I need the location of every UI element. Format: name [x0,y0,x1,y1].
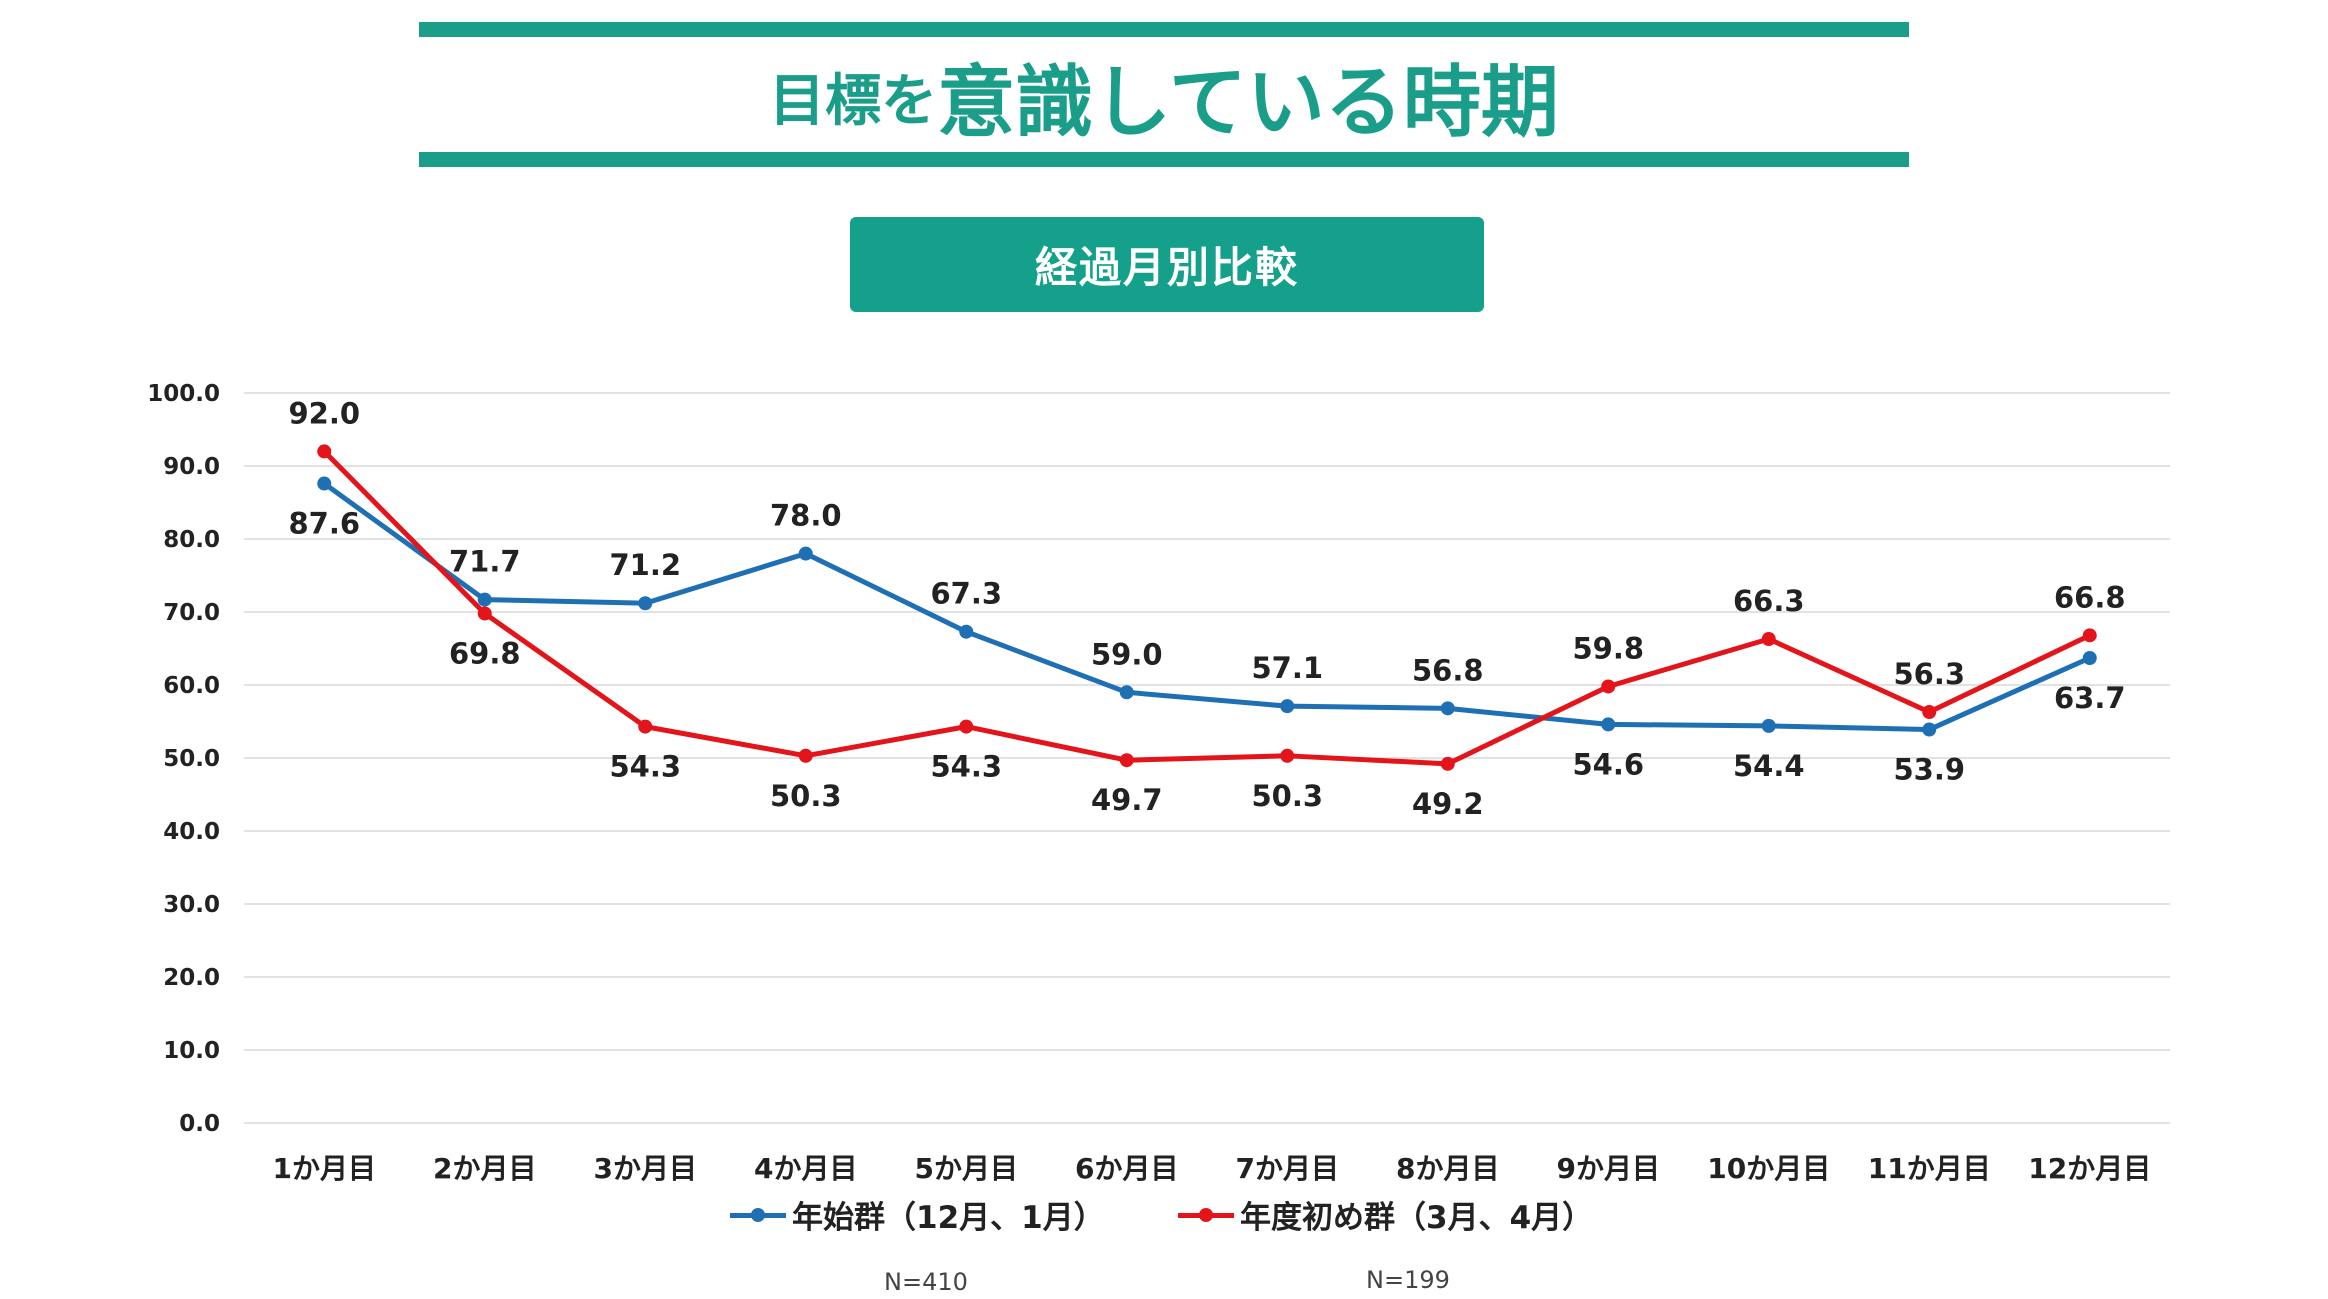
data-label: 49.2 [1412,787,1484,821]
subtitle-text: 経過月別比較 [1034,243,1299,292]
x-tick-label: 1か月目 [273,1152,376,1185]
data-label: 87.6 [288,507,360,541]
data-point [2082,650,2097,665]
data-point [1280,748,1295,763]
data-point [317,444,332,459]
y-tick-label: 50.0 [163,746,220,772]
data-label: 67.3 [930,577,1002,611]
legend-label-series1: 年始群（12月、1月） [792,1200,1105,1236]
data-point [959,624,974,639]
page-title-part1: 目標を [769,68,938,134]
y-tick-label: 60.0 [163,673,220,699]
data-label: 71.7 [449,545,521,579]
title-top-rule [419,22,1909,37]
data-point [477,606,492,621]
legend-label-series2: 年度初め群（3月、4月） [1240,1200,1594,1236]
y-tick-label: 30.0 [163,892,220,918]
legend-swatch-series2 [1178,1195,1234,1235]
x-tick-label: 11か月目 [1868,1152,1991,1185]
data-point [1601,679,1616,694]
data-point [1761,632,1776,647]
x-tick-label: 2か月目 [433,1152,536,1185]
data-label: 54.3 [609,750,681,784]
y-tick-label: 100.0 [147,381,220,407]
data-point [638,719,653,734]
x-tick-label: 6か月目 [1075,1152,1178,1185]
sample-size-series2: N=199 [1366,1266,1450,1294]
page-title: 目標を 意識している時期 [419,40,1909,152]
x-tick-label: 9か月目 [1557,1152,1660,1185]
y-tick-label: 20.0 [163,965,220,991]
y-tick-label: 0.0 [179,1111,220,1137]
data-label: 56.3 [1893,657,1965,691]
data-point [1761,718,1776,733]
data-label: 54.3 [930,750,1002,784]
data-label: 78.0 [770,499,842,533]
data-point [1440,701,1455,716]
data-label: 59.0 [1091,637,1163,671]
data-point [1440,756,1455,771]
data-label: 54.6 [1572,747,1644,781]
y-tick-label: 90.0 [163,454,220,480]
data-label: 54.4 [1733,749,1805,783]
data-point [1119,685,1134,700]
data-label: 49.7 [1091,783,1163,817]
x-tick-label: 10か月目 [1707,1152,1830,1185]
series-line-2 [322,449,2091,767]
data-point [1601,717,1616,732]
data-label: 50.3 [1251,779,1323,813]
y-tick-label: 10.0 [163,1038,220,1064]
data-label: 92.0 [288,396,360,430]
data-label: 57.1 [1251,651,1323,685]
legend-item-series2: 年度初め群（3月、4月） [1178,1192,1593,1237]
x-tick-label: 8か月目 [1396,1152,1499,1185]
chart-legend: 年始群（12月、1月） 年度初め群（3月、4月） [0,1192,2328,1248]
data-label: 69.8 [449,636,521,670]
data-point [798,748,813,763]
data-point [798,546,813,561]
data-point [2082,628,2097,643]
data-point [638,596,653,611]
data-label: 53.9 [1893,753,1965,787]
x-tick-label: 12か月目 [2028,1152,2151,1185]
y-tick-label: 40.0 [163,819,220,845]
x-tick-label: 5か月目 [915,1152,1018,1185]
series-line-1 [322,481,2091,733]
data-point [1119,753,1134,768]
data-point [959,719,974,734]
data-label: 50.3 [770,779,842,813]
x-tick-label: 3か月目 [594,1152,697,1185]
data-point [1280,699,1295,714]
y-tick-label: 70.0 [163,600,220,626]
y-tick-label: 80.0 [163,527,220,553]
data-label: 66.3 [1733,584,1805,618]
data-point [1922,722,1937,737]
title-bottom-rule [419,152,1909,167]
x-tick-label: 7か月目 [1236,1152,1339,1185]
data-label: 71.2 [609,548,681,582]
x-tick-label: 4か月目 [754,1152,857,1185]
data-label: 63.7 [2054,681,2126,715]
data-label: 56.8 [1412,653,1484,687]
data-point [477,592,492,607]
data-point [1922,705,1937,720]
data-point [317,476,332,491]
sample-size-series1: N=410 [884,1268,968,1296]
data-label: 59.8 [1572,631,1644,665]
legend-item-series1: 年始群（12月、1月） [730,1192,1105,1237]
data-label: 66.8 [2054,580,2126,614]
subtitle-banner: 経過月別比較 [850,217,1484,312]
legend-swatch-series1 [730,1195,786,1235]
page-title-part2: 意識している時期 [937,58,1559,148]
